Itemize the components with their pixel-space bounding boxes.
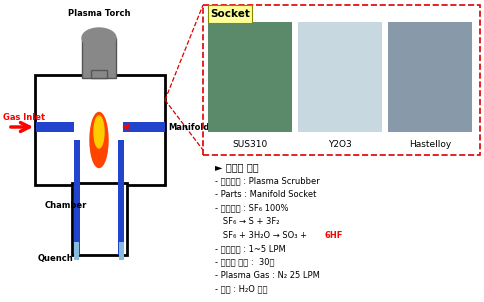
Text: - 가스유량 : 1~5 LPM: - 가스유량 : 1~5 LPM xyxy=(214,244,285,253)
Text: Chamber: Chamber xyxy=(45,201,87,210)
Text: - Parts : Manifold Socket: - Parts : Manifold Socket xyxy=(214,190,316,199)
Bar xyxy=(118,140,124,255)
Bar xyxy=(82,38,116,78)
Bar xyxy=(74,242,79,260)
Text: Plasma Torch: Plasma Torch xyxy=(68,9,130,18)
Text: Manifold: Manifold xyxy=(167,123,209,131)
Bar xyxy=(297,22,381,132)
Bar xyxy=(74,140,80,255)
Text: - Plasma Gas : N₂ 25 LPM: - Plasma Gas : N₂ 25 LPM xyxy=(214,271,319,280)
Bar xyxy=(91,70,107,78)
Text: Socket: Socket xyxy=(210,9,249,19)
Bar xyxy=(123,122,165,132)
Bar xyxy=(387,22,471,132)
Text: SF₆ → S + 3F₂: SF₆ → S + 3F₂ xyxy=(214,217,279,226)
Bar xyxy=(208,5,252,23)
Text: Y2O3: Y2O3 xyxy=(328,140,351,149)
Bar xyxy=(36,122,74,132)
Text: Gas Inlet: Gas Inlet xyxy=(3,114,45,123)
Bar xyxy=(208,22,291,132)
Text: - 사용장비 : Plasma Scrubber: - 사용장비 : Plasma Scrubber xyxy=(214,176,319,185)
Bar xyxy=(35,75,165,185)
Text: - 기타 : H₂O 공급: - 기타 : H₂O 공급 xyxy=(214,284,267,294)
Bar xyxy=(72,183,127,255)
Bar xyxy=(203,5,479,155)
Ellipse shape xyxy=(94,116,104,148)
Ellipse shape xyxy=(90,113,108,168)
Text: 6HF: 6HF xyxy=(324,230,343,239)
Text: - 사용가스 : SF₆ 100%: - 사용가스 : SF₆ 100% xyxy=(214,204,288,213)
Bar xyxy=(119,242,124,260)
Text: Hastelloy: Hastelloy xyxy=(408,140,450,149)
Text: - 테스트 시간 :  30분: - 테스트 시간 : 30분 xyxy=(214,258,274,266)
Text: ► 테스트 조건: ► 테스트 조건 xyxy=(214,162,258,172)
Text: SF₆ + 3H₂O → SO₃ +: SF₆ + 3H₂O → SO₃ + xyxy=(214,230,309,239)
Text: Quench: Quench xyxy=(38,253,74,262)
Ellipse shape xyxy=(82,28,116,48)
Text: SUS310: SUS310 xyxy=(232,140,267,149)
